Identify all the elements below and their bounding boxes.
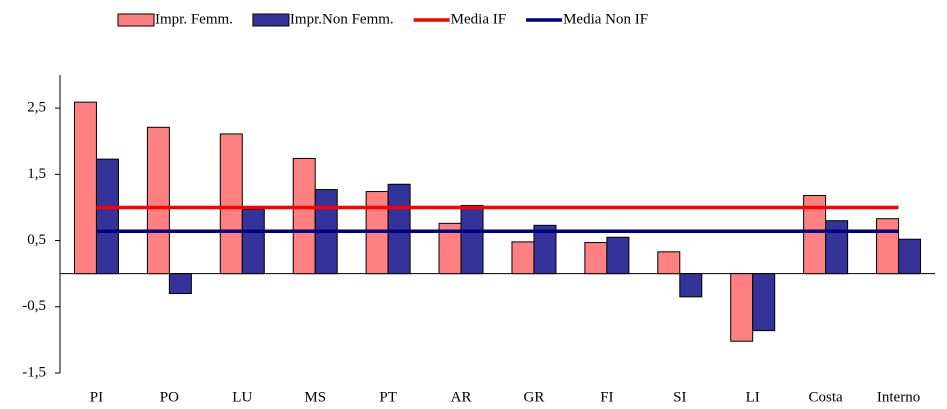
bar — [146, 126, 170, 275]
x-tick-label: Interno — [877, 389, 920, 405]
y-tick-label: -1,5 — [22, 364, 46, 380]
x-tick-label: PO — [160, 389, 179, 405]
legend-label: Media Non IF — [563, 11, 648, 27]
bar — [511, 241, 535, 275]
bar — [606, 236, 630, 275]
bar — [657, 251, 681, 275]
bar — [219, 133, 243, 275]
bar — [898, 238, 922, 275]
legend-swatch — [117, 13, 155, 27]
bar — [95, 158, 119, 275]
x-tick-label: LI — [746, 389, 760, 405]
y-tick-label: 2,5 — [27, 100, 46, 116]
legend-swatch — [252, 13, 290, 27]
bar — [679, 273, 703, 298]
bar — [825, 220, 849, 275]
x-tick-label: PT — [379, 389, 397, 405]
x-tick-label: Costa — [809, 389, 844, 405]
x-tick-label: AR — [451, 389, 472, 405]
y-tick-label: 0,5 — [27, 232, 46, 248]
x-tick-label: FI — [600, 389, 613, 405]
x-tick-label: SI — [673, 389, 686, 405]
bar — [241, 208, 265, 275]
bar — [292, 157, 316, 275]
bar — [73, 101, 97, 275]
x-tick-label: GR — [524, 389, 545, 405]
x-tick-label: PI — [90, 389, 103, 405]
y-tick-label: -0,5 — [22, 298, 46, 314]
legend-label: Impr.Non Femm. — [290, 11, 394, 27]
bar — [876, 218, 900, 275]
bar — [460, 204, 484, 275]
x-tick-label: MS — [304, 389, 326, 405]
bar — [584, 242, 608, 275]
x-tick-label: LU — [232, 389, 252, 405]
bar — [387, 183, 411, 275]
legend-label: Media IF — [451, 11, 506, 27]
y-tick-label: 1,5 — [27, 166, 46, 182]
bar — [533, 224, 557, 275]
bar — [168, 273, 192, 295]
bar — [730, 273, 754, 342]
legend-label: Impr. Femm. — [155, 11, 233, 27]
bar — [752, 273, 776, 332]
